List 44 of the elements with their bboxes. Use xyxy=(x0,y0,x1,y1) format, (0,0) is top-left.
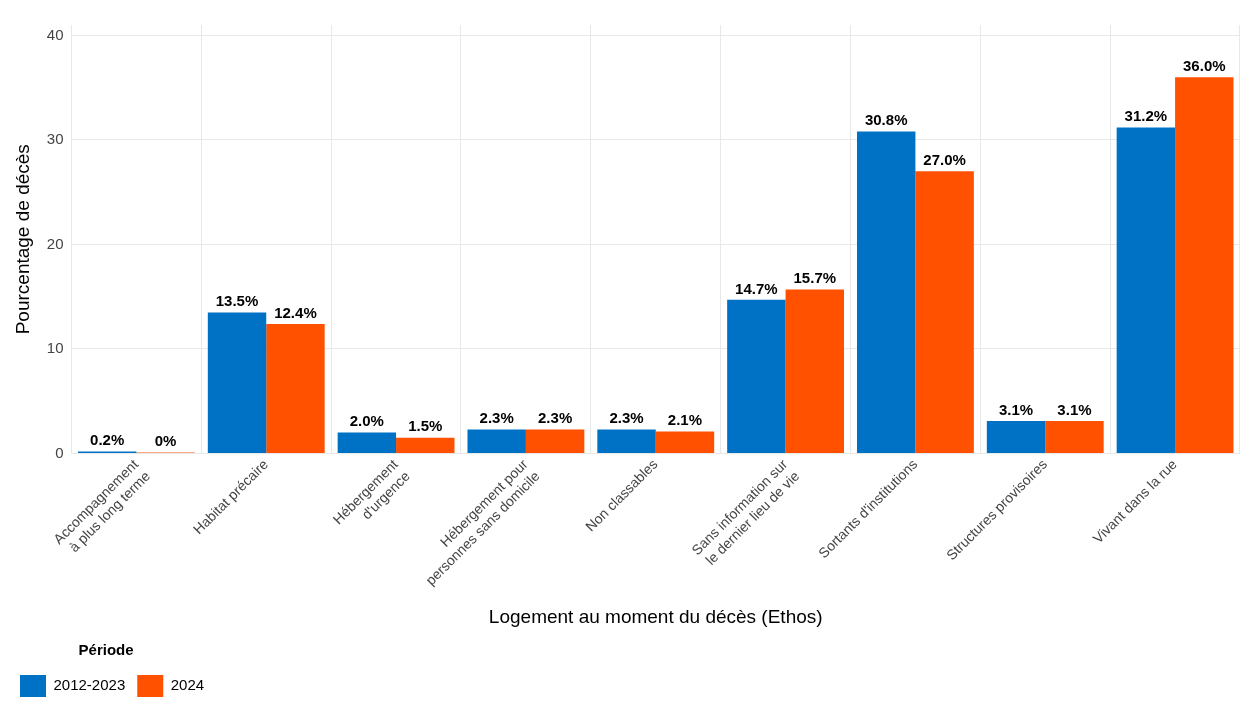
bar xyxy=(396,437,455,453)
bar xyxy=(525,429,585,453)
y-tick-label: 10 xyxy=(46,339,64,357)
data-label: 3.1% xyxy=(1057,400,1092,418)
bar xyxy=(266,323,325,453)
y-tick-label: 40 xyxy=(46,25,64,43)
data-label: 1.5% xyxy=(408,417,443,435)
data-label: 14.7% xyxy=(735,279,778,297)
data-label: 2.1% xyxy=(667,411,703,429)
y-tick-label: 20 xyxy=(46,234,64,252)
bar xyxy=(856,131,916,453)
legend-title: Période xyxy=(78,640,134,658)
data-label: 3.1% xyxy=(998,400,1034,418)
y-tick-label: 30 xyxy=(46,130,64,148)
bar xyxy=(727,299,786,453)
data-label: 12.4% xyxy=(274,303,317,321)
bar xyxy=(986,421,1046,453)
bar xyxy=(337,432,397,453)
data-label: 2.3% xyxy=(609,409,644,427)
data-label: 15.7% xyxy=(793,269,837,287)
data-label: 2.3% xyxy=(479,409,514,427)
bar xyxy=(467,429,526,453)
data-label: 27.0% xyxy=(923,150,966,168)
legend-label: 2012-2023 xyxy=(53,676,126,694)
bar xyxy=(655,431,715,453)
data-label: 0.2% xyxy=(90,431,125,449)
data-label: 30.8% xyxy=(864,111,908,129)
data-label: 2.3% xyxy=(538,409,573,427)
x-axis-title: Logement au moment du décès (Ethos) xyxy=(488,605,823,627)
bar xyxy=(785,289,844,453)
data-label: 31.2% xyxy=(1124,107,1168,125)
bar xyxy=(1175,77,1234,453)
data-label: 2.0% xyxy=(349,412,384,430)
data-label: 13.5% xyxy=(215,292,259,310)
bar xyxy=(1116,127,1176,453)
bar xyxy=(1045,421,1104,453)
legend-label: 2024 xyxy=(170,676,205,694)
bar xyxy=(915,171,974,453)
bar xyxy=(597,429,656,453)
data-label: 36.0% xyxy=(1183,56,1226,74)
data-label: 0% xyxy=(154,432,177,450)
y-axis-title: Pourcentage de décès xyxy=(11,144,33,335)
y-tick-label: 0 xyxy=(55,443,64,461)
bar xyxy=(207,312,267,453)
